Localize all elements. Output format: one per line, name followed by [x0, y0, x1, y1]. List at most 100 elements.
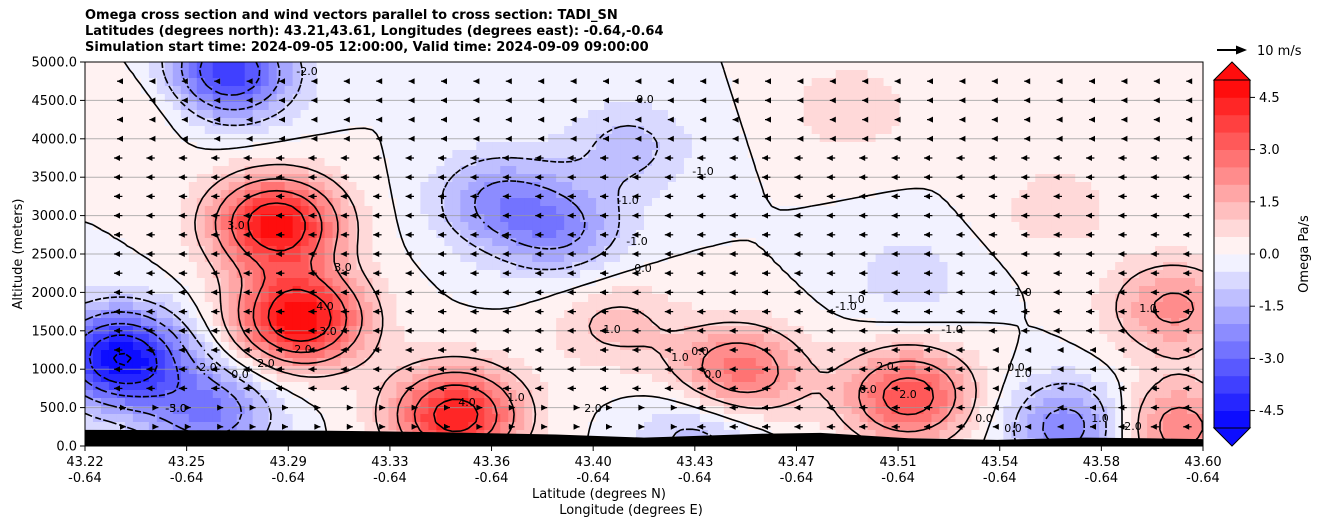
field-cell: [220, 118, 230, 127]
field-cell: [460, 206, 469, 215]
field-cell: [436, 126, 445, 135]
field-cell: [628, 262, 637, 271]
field-cell: [1011, 238, 1020, 247]
field-cell: [108, 198, 118, 207]
field-cell: [516, 86, 525, 95]
field-cell: [604, 150, 613, 159]
field-cell: [691, 86, 701, 95]
field-cell: [739, 310, 749, 319]
field-cell: [500, 126, 509, 135]
field-cell: [540, 158, 549, 167]
field-cell: [827, 278, 837, 287]
field-cell: [540, 150, 549, 159]
field-cell: [100, 254, 110, 263]
field-cell: [715, 278, 725, 287]
field-cell: [747, 70, 757, 79]
field-cell: [204, 310, 214, 319]
field-cell: [1155, 334, 1164, 343]
field-cell: [116, 174, 126, 183]
field-cell: [564, 126, 573, 135]
field-cell: [939, 166, 949, 175]
field-cell: [731, 246, 741, 255]
field-cell: [795, 158, 805, 167]
field-cell: [540, 118, 549, 127]
field-cell: [460, 86, 469, 95]
field-cell: [907, 302, 917, 311]
field-cell: [380, 118, 390, 127]
field-cell: [691, 206, 701, 215]
field-cell: [572, 230, 581, 239]
field-cell: [148, 174, 158, 183]
field-cell: [524, 62, 533, 71]
field-cell: [1131, 158, 1140, 167]
field-cell: [460, 174, 469, 183]
field-cell: [356, 70, 366, 79]
field-cell: [108, 342, 118, 351]
field-cell: [899, 310, 909, 319]
field-cell: [1123, 110, 1132, 119]
field-cell: [364, 94, 374, 103]
field-cell: [444, 310, 453, 319]
field-cell: [348, 214, 358, 223]
field-cell: [172, 214, 182, 223]
field-cell: [604, 166, 613, 175]
field-cell: [236, 246, 246, 255]
field-cell: [1003, 102, 1012, 111]
field-cell: [651, 278, 661, 287]
field-cell: [572, 262, 581, 271]
field-cell: [316, 310, 326, 319]
field-cell: [803, 318, 813, 327]
field-cell: [803, 302, 813, 311]
field-cell: [508, 166, 517, 175]
field-cell: [364, 230, 374, 239]
field-cell: [659, 222, 669, 231]
field-cell: [755, 174, 765, 183]
field-cell: [971, 102, 980, 111]
field-cell: [268, 270, 278, 279]
field-cell: [340, 286, 350, 295]
field-cell: [1155, 246, 1164, 255]
field-cell: [907, 150, 917, 159]
field-cell: [292, 86, 302, 95]
field-cell: [1059, 166, 1068, 175]
field-cell: [1075, 294, 1084, 303]
field-cell: [899, 270, 909, 279]
field-cell: [811, 86, 821, 95]
field-cell: [580, 174, 589, 183]
field-cell: [723, 102, 733, 111]
field-cell: [995, 198, 1004, 207]
field-cell: [1027, 94, 1036, 103]
field-cell: [947, 94, 957, 103]
field-cell: [444, 166, 453, 175]
field-cell: [92, 246, 102, 255]
field-cell: [220, 222, 230, 231]
field-cell: [180, 302, 190, 311]
field-cell: [636, 118, 645, 127]
field-cell: [1099, 286, 1108, 295]
field-cell: [699, 278, 709, 287]
field-cell: [396, 118, 406, 127]
field-cell: [452, 286, 461, 295]
field-cell: [851, 94, 861, 103]
field-cell: [124, 166, 134, 175]
field-cell: [1099, 238, 1108, 247]
field-cell: [907, 78, 917, 87]
field-cell: [1027, 158, 1036, 167]
field-cell: [548, 110, 557, 119]
field-cell: [340, 70, 350, 79]
field-cell: [931, 302, 941, 311]
field-cell: [883, 198, 893, 207]
field-cell: [1123, 174, 1132, 183]
field-cell: [500, 166, 509, 175]
field-cell: [747, 182, 757, 191]
field-cell: [947, 158, 957, 167]
field-cell: [739, 214, 749, 223]
field-cell: [835, 110, 845, 119]
field-cell: [739, 94, 749, 103]
field-cell: [500, 262, 509, 271]
field-cell: [524, 310, 533, 319]
field-cell: [85, 62, 94, 71]
field-cell: [644, 166, 653, 175]
field-cell: [995, 286, 1004, 295]
field-cell: [604, 86, 613, 95]
